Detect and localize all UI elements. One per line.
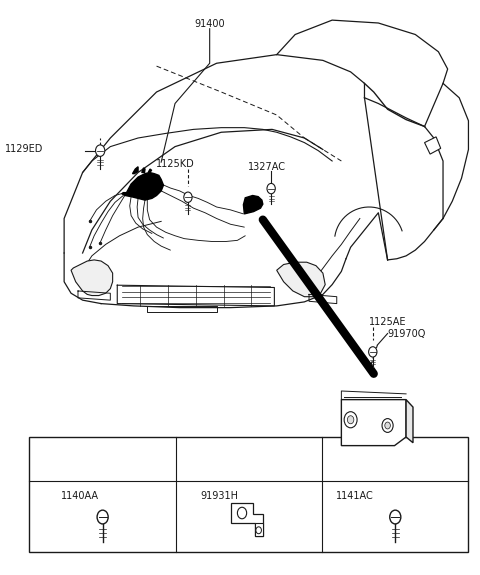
Bar <box>254 523 263 536</box>
Circle shape <box>267 183 276 194</box>
Circle shape <box>184 192 192 202</box>
Polygon shape <box>132 167 138 174</box>
Circle shape <box>238 507 247 519</box>
Text: 91931H: 91931H <box>200 490 238 501</box>
Polygon shape <box>341 400 406 446</box>
Text: 91400: 91400 <box>194 19 225 29</box>
Circle shape <box>390 510 401 524</box>
Circle shape <box>344 412 357 428</box>
Text: 1327AC: 1327AC <box>249 162 287 172</box>
Circle shape <box>348 416 354 424</box>
Circle shape <box>382 419 393 432</box>
Polygon shape <box>243 196 263 214</box>
Circle shape <box>97 510 108 524</box>
Polygon shape <box>142 168 145 172</box>
Text: 1140AA: 1140AA <box>61 490 99 501</box>
Circle shape <box>256 527 262 534</box>
Circle shape <box>369 347 377 357</box>
Text: 1141AC: 1141AC <box>336 490 374 501</box>
Polygon shape <box>71 260 113 296</box>
Text: 91970Q: 91970Q <box>387 328 426 339</box>
Polygon shape <box>122 172 164 200</box>
Polygon shape <box>231 503 263 536</box>
Text: 1125KD: 1125KD <box>156 159 194 169</box>
Circle shape <box>96 145 105 156</box>
Text: 1129ED: 1129ED <box>5 144 43 155</box>
Polygon shape <box>276 262 325 297</box>
Polygon shape <box>424 137 441 154</box>
Circle shape <box>385 422 390 429</box>
Polygon shape <box>406 400 413 443</box>
Bar <box>29 437 468 552</box>
Text: 1125AE: 1125AE <box>369 317 407 327</box>
Polygon shape <box>148 169 152 172</box>
